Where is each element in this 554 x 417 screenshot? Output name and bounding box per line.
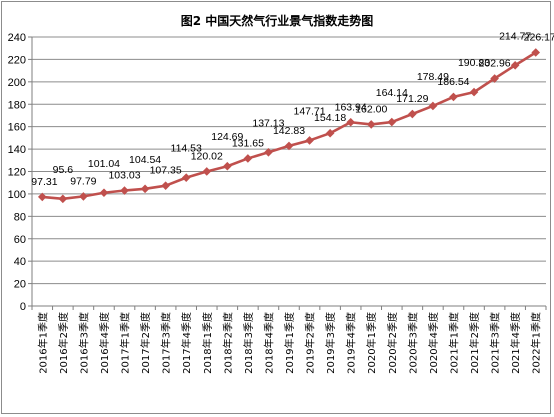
data-point bbox=[120, 186, 129, 195]
data-point bbox=[325, 128, 335, 138]
data-label: 131.65 bbox=[232, 137, 264, 149]
data-point bbox=[264, 147, 273, 157]
y-tick-label: 60 bbox=[14, 234, 26, 246]
data-label: 154.18 bbox=[314, 112, 346, 124]
y-tick-label: 120 bbox=[8, 167, 26, 179]
data-point bbox=[202, 167, 212, 176]
data-point bbox=[284, 141, 294, 151]
x-tick-label: 2016年3季度 bbox=[77, 312, 90, 374]
data-label: 162.00 bbox=[355, 103, 387, 115]
x-tick-label: 2021年4季度 bbox=[509, 312, 522, 374]
y-tick-label: 220 bbox=[8, 54, 26, 66]
data-label: 186.54 bbox=[437, 76, 469, 88]
x-tick-label: 2017年1季度 bbox=[119, 312, 132, 374]
x-tick-label: 2016年2季度 bbox=[57, 312, 70, 374]
y-tick-label: 160 bbox=[8, 122, 26, 134]
y-tick-label: 0 bbox=[20, 301, 26, 313]
data-label: 104.54 bbox=[129, 154, 161, 166]
data-point bbox=[223, 161, 232, 171]
data-label: 114.53 bbox=[171, 143, 202, 155]
data-label: 226.17 bbox=[524, 32, 554, 44]
x-tick-label: 2018年2季度 bbox=[221, 312, 234, 374]
data-point bbox=[490, 74, 499, 83]
data-label: 202.96 bbox=[479, 58, 511, 70]
data-point bbox=[161, 181, 170, 190]
x-tick-label: 2021年2季度 bbox=[468, 312, 481, 374]
data-point bbox=[366, 120, 376, 129]
x-tick-label: 2019年3季度 bbox=[324, 312, 337, 374]
data-label: 214.77 bbox=[499, 30, 531, 42]
data-label: 171.29 bbox=[396, 93, 428, 105]
data-point bbox=[37, 192, 47, 202]
x-tick-label: 2020年2季度 bbox=[386, 312, 399, 374]
x-tick-label: 2021年1季度 bbox=[447, 312, 460, 374]
data-point bbox=[58, 194, 68, 204]
x-tick-label: 2016年1季度 bbox=[36, 312, 49, 374]
y-tick-label: 80 bbox=[14, 211, 26, 223]
x-tick-label: 2020年4季度 bbox=[427, 312, 440, 374]
data-point bbox=[346, 117, 355, 127]
x-tick-label: 2019年1季度 bbox=[283, 312, 296, 374]
y-tick-label: 240 bbox=[8, 32, 26, 44]
data-label: 137.13 bbox=[252, 117, 284, 129]
data-point bbox=[181, 173, 191, 182]
data-label: 103.03 bbox=[108, 170, 140, 182]
data-point bbox=[510, 60, 520, 70]
data-label: 101.04 bbox=[88, 158, 120, 170]
x-tick-label: 2018年4季度 bbox=[262, 312, 275, 374]
data-point bbox=[305, 136, 314, 145]
y-tick-label: 40 bbox=[14, 256, 26, 268]
data-label: 164.14 bbox=[376, 87, 408, 99]
x-tick-label: 2019年2季度 bbox=[304, 312, 317, 374]
data-point bbox=[387, 117, 397, 127]
x-tick-label: 2020年3季度 bbox=[406, 312, 419, 374]
data-label: 120.02 bbox=[191, 150, 223, 162]
data-label: 178.49 bbox=[417, 71, 449, 83]
x-tick-label: 2022年1季度 bbox=[530, 312, 543, 374]
data-label: 142.83 bbox=[273, 125, 305, 137]
data-point bbox=[99, 188, 109, 198]
y-tick-label: 180 bbox=[8, 99, 26, 111]
data-label: 190.83 bbox=[458, 57, 490, 69]
data-label: 124.69 bbox=[211, 131, 243, 143]
y-tick-label: 100 bbox=[8, 189, 26, 201]
y-tick-label: 20 bbox=[14, 279, 26, 291]
series-layer bbox=[37, 48, 541, 204]
data-label: 97.31 bbox=[31, 176, 57, 188]
data-point bbox=[140, 184, 150, 194]
x-tick-label: 2016年4季度 bbox=[98, 312, 111, 374]
data-label: 97.79 bbox=[70, 175, 96, 187]
data-label: 163.94 bbox=[335, 101, 367, 113]
x-tick-label: 2017年2季度 bbox=[139, 312, 152, 374]
y-tick-label: 200 bbox=[8, 77, 26, 89]
data-point bbox=[469, 87, 479, 97]
data-point bbox=[408, 109, 417, 119]
data-point bbox=[243, 154, 253, 163]
data-label: 107.35 bbox=[150, 165, 182, 177]
chart-title: 图2 中国天然气行业景气指数走势图 bbox=[180, 14, 374, 28]
x-tick-label: 2017年4季度 bbox=[180, 312, 193, 374]
data-point bbox=[531, 48, 541, 57]
data-point bbox=[79, 192, 88, 201]
x-tick-label: 2019年4季度 bbox=[345, 312, 358, 374]
x-tick-label: 2020年1季度 bbox=[365, 312, 378, 374]
data-point bbox=[428, 101, 438, 111]
x-tick-label: 2017年3季度 bbox=[160, 312, 173, 374]
x-tick-label: 2018年3季度 bbox=[242, 312, 255, 374]
data-label: 147.71 bbox=[293, 105, 325, 117]
x-tick-label: 2018年1季度 bbox=[201, 312, 214, 374]
x-tick-label: 2021年3季度 bbox=[489, 312, 502, 374]
y-tick-label: 140 bbox=[8, 144, 26, 156]
data-point bbox=[449, 92, 458, 102]
axes: 0 20 40 60 80 100 120 140 160 180 200 220 240 2016年1季… bbox=[8, 32, 547, 374]
data-label: 95.6 bbox=[53, 164, 74, 176]
